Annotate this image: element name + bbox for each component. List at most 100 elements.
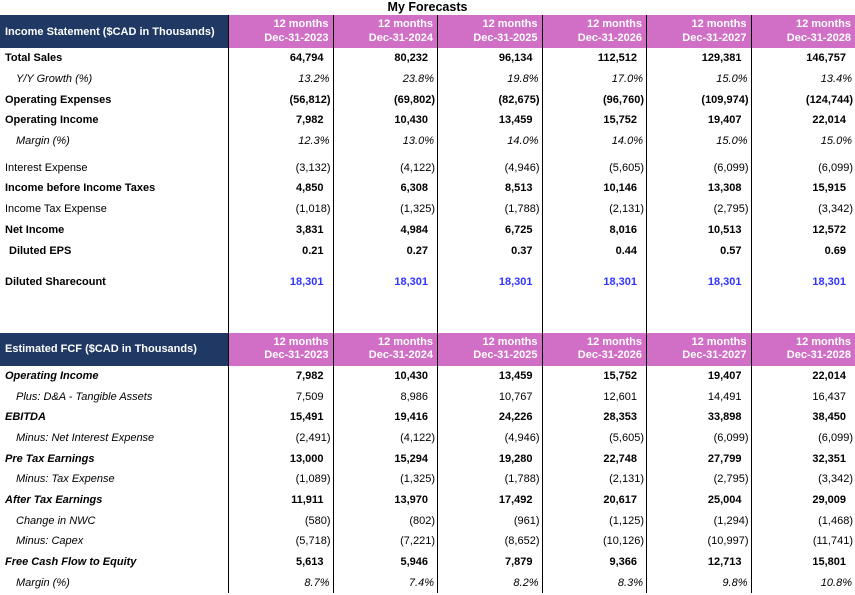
value-cell: 15.0%	[646, 131, 751, 152]
value-cell: 7.4%	[333, 572, 438, 593]
value-cell: 15.0%	[751, 131, 855, 152]
period-bottom: Dec-31-2025	[438, 349, 538, 363]
value-cell: 10,430	[333, 366, 438, 387]
row-label: Diluted Sharecount	[0, 272, 228, 293]
value-cell: 33,898	[646, 407, 751, 428]
value-cell: 14,491	[646, 386, 751, 407]
period-top: 12 months	[647, 336, 747, 350]
value-cell: 17.0%	[542, 69, 647, 90]
value-cell: 8.3%	[542, 572, 647, 593]
period-header: 12 monthsDec-31-2025	[437, 15, 542, 48]
value-cell: 0.37	[437, 240, 542, 261]
period-header: 12 monthsDec-31-2023	[228, 333, 333, 366]
value-cell: (1,325)	[333, 199, 438, 220]
value-cell: 8,016	[542, 220, 647, 241]
value-cell: 12,713	[646, 552, 751, 573]
period-header: 12 monthsDec-31-2028	[751, 333, 855, 366]
value-cell: (961)	[437, 510, 542, 531]
value-cell: 7,879	[437, 552, 542, 573]
value-cell: (56,812)	[228, 89, 333, 110]
value-cell: (3,342)	[751, 469, 855, 490]
value-cell: 15,752	[542, 366, 647, 387]
value-cell: 96,134	[437, 48, 542, 69]
spacer-cell	[542, 261, 647, 272]
value-cell: 0.44	[542, 240, 647, 261]
period-bottom: Dec-31-2026	[543, 32, 643, 46]
row-label: Y/Y Growth (%)	[0, 69, 228, 90]
row-label: Minus: Net Interest Expense	[0, 428, 228, 449]
value-cell: (11,741)	[751, 531, 855, 552]
value-cell: (6,099)	[751, 428, 855, 449]
value-cell: 13,459	[437, 110, 542, 131]
value-cell: 12.3%	[228, 131, 333, 152]
section-title: Estimated FCF ($CAD in Thousands)	[0, 333, 228, 366]
value-cell: (4,946)	[437, 157, 542, 178]
value-cell: 18,301	[646, 272, 751, 293]
value-cell: (802)	[333, 510, 438, 531]
value-cell: 13,970	[333, 490, 438, 511]
value-cell: 29,009	[751, 490, 855, 511]
row-label: Income Tax Expense	[0, 199, 228, 220]
value-cell: (3,132)	[228, 157, 333, 178]
spacer-cell	[646, 261, 751, 272]
value-cell: 19,407	[646, 110, 751, 131]
spacer-cell	[751, 293, 855, 333]
period-top: 12 months	[543, 18, 643, 32]
value-cell: 13,000	[228, 448, 333, 469]
page-title: My Forecasts	[0, 0, 855, 15]
value-cell: 15,491	[228, 407, 333, 428]
value-cell: 15.0%	[646, 69, 751, 90]
period-header: 12 monthsDec-31-2024	[333, 15, 438, 48]
period-bottom: Dec-31-2027	[647, 32, 747, 46]
spacer-cell	[333, 261, 438, 272]
spacer-cell	[333, 293, 438, 333]
value-cell: 18,301	[228, 272, 333, 293]
value-cell: (1,468)	[751, 510, 855, 531]
period-bottom: Dec-31-2023	[229, 349, 329, 363]
value-cell: 6,308	[333, 178, 438, 199]
row-label: Margin (%)	[0, 131, 228, 152]
value-cell: 14.0%	[542, 131, 647, 152]
row-label: Operating Income	[0, 366, 228, 387]
estimated-fcf-table: Estimated FCF ($CAD in Thousands)12 mont…	[0, 333, 855, 594]
value-cell: 15,752	[542, 110, 647, 131]
row-label: Net Income	[0, 220, 228, 241]
value-cell: 38,450	[751, 407, 855, 428]
value-cell: 0.69	[751, 240, 855, 261]
value-cell: (1,325)	[333, 469, 438, 490]
value-cell: (10,997)	[646, 531, 751, 552]
value-cell: 10,430	[333, 110, 438, 131]
value-cell: (6,099)	[646, 428, 751, 449]
row-label: Interest Expense	[0, 157, 228, 178]
value-cell: (10,126)	[542, 531, 647, 552]
value-cell: 8.7%	[228, 572, 333, 593]
value-cell: 0.27	[333, 240, 438, 261]
value-cell: 5,613	[228, 552, 333, 573]
value-cell: (1,788)	[437, 199, 542, 220]
period-bottom: Dec-31-2024	[334, 349, 434, 363]
value-cell: (2,491)	[228, 428, 333, 449]
value-cell: 13.4%	[751, 69, 855, 90]
value-cell: 11,911	[228, 490, 333, 511]
value-cell: 13,459	[437, 366, 542, 387]
value-cell: 12,572	[751, 220, 855, 241]
value-cell: 4,850	[228, 178, 333, 199]
income-statement-table: Income Statement ($CAD in Thousands)12 m…	[0, 15, 855, 333]
value-cell: (82,675)	[437, 89, 542, 110]
value-cell: (5,605)	[542, 428, 647, 449]
value-cell: (2,131)	[542, 469, 647, 490]
value-cell: 19.8%	[437, 69, 542, 90]
value-cell: 80,232	[333, 48, 438, 69]
row-label: Minus: Tax Expense	[0, 469, 228, 490]
value-cell: 7,982	[228, 110, 333, 131]
value-cell: 19,280	[437, 448, 542, 469]
value-cell: (580)	[228, 510, 333, 531]
spacer-cell	[437, 261, 542, 272]
period-header: 12 monthsDec-31-2028	[751, 15, 855, 48]
value-cell: 18,301	[437, 272, 542, 293]
row-spacer	[0, 261, 228, 272]
value-cell: 12,601	[542, 386, 647, 407]
period-header: 12 monthsDec-31-2027	[646, 15, 751, 48]
row-label: Margin (%)	[0, 572, 228, 593]
value-cell: 13.2%	[228, 69, 333, 90]
